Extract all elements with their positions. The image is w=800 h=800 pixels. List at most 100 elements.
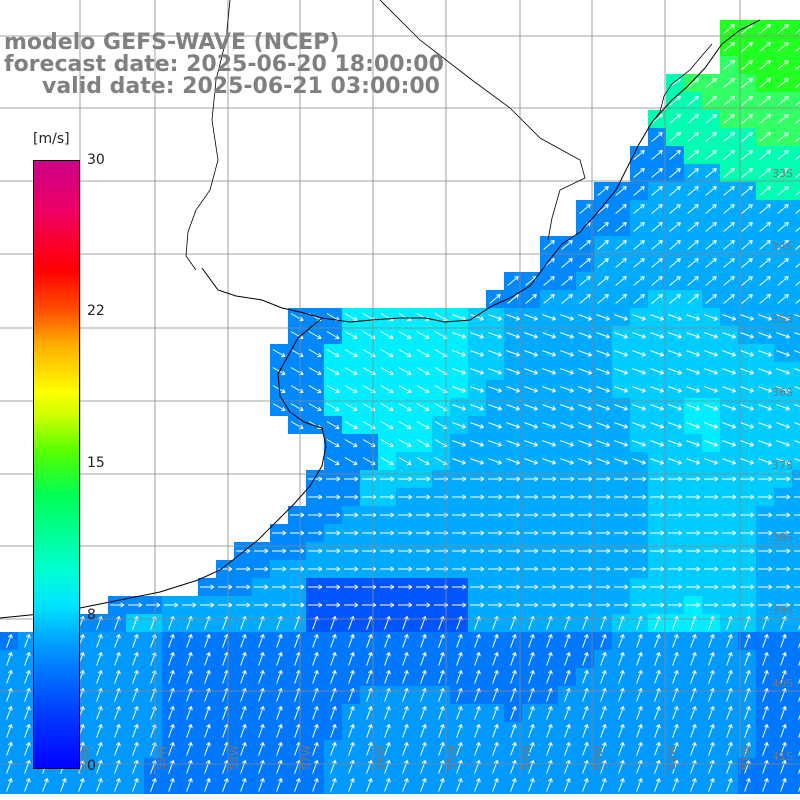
wind-arrow <box>704 332 718 339</box>
wind-arrow <box>758 422 772 429</box>
wind-arrow <box>492 706 499 720</box>
wind-cell <box>792 182 800 200</box>
wind-arrow <box>290 530 305 536</box>
wind-arrow <box>650 494 665 500</box>
wind-arrow <box>686 404 700 411</box>
wind-arrow <box>380 476 395 482</box>
wind-arrow <box>348 742 355 756</box>
wind-arrow <box>308 385 322 394</box>
wind-arrow <box>488 422 502 429</box>
wind-arrow <box>690 742 697 756</box>
wind-arrow <box>795 299 800 304</box>
wind-arrow <box>384 670 391 684</box>
wind-arrow <box>600 778 607 792</box>
wind-arrow <box>168 778 175 792</box>
wind-arrow <box>330 652 337 666</box>
wind-arrow <box>795 245 800 250</box>
wind-arrow <box>330 670 337 684</box>
wind-arrow <box>380 421 394 430</box>
wind-arrow <box>759 96 771 106</box>
wind-arrow <box>632 350 646 357</box>
colorbar-unit: [m/s] <box>33 131 70 147</box>
wind-arrow <box>795 29 800 34</box>
wind-arrow <box>578 548 593 554</box>
wind-arrow <box>722 530 737 536</box>
wind-arrow <box>597 240 609 250</box>
wind-arrow <box>542 350 556 357</box>
wind-arrow <box>326 457 340 466</box>
wind-arrow <box>705 168 717 178</box>
wind-arrow <box>794 458 800 462</box>
wind-arrow <box>686 512 701 518</box>
wind-arrow <box>96 778 103 792</box>
wind-arrow <box>776 368 790 375</box>
wind-arrow <box>24 724 31 738</box>
wind-arrow <box>6 778 13 792</box>
wind-arrow <box>114 724 121 738</box>
wind-arrow <box>128 602 143 608</box>
wind-arrow <box>524 404 538 411</box>
wind-arrow <box>6 634 13 648</box>
wind-arrow <box>704 404 718 411</box>
wind-arrow <box>762 706 769 720</box>
wind-arrow <box>488 494 503 500</box>
wind-arrow <box>632 332 646 339</box>
wind-arrow <box>633 294 645 304</box>
wind-arrow <box>596 530 611 536</box>
wind-arrow <box>633 186 645 196</box>
wind-arrow <box>308 331 322 340</box>
wind-arrow <box>794 586 800 588</box>
wind-arrow <box>794 568 800 570</box>
wind-arrow <box>777 222 789 232</box>
wind-arrow <box>723 258 735 268</box>
wind-arrow <box>416 385 430 394</box>
wind-arrow <box>669 150 681 160</box>
wind-arrow <box>632 494 647 500</box>
wind-arrow <box>618 742 625 756</box>
wind-arrow <box>204 634 211 648</box>
wind-arrow <box>708 634 715 648</box>
wind-arrow <box>780 652 787 666</box>
wind-arrow <box>506 422 520 429</box>
wind-arrow <box>470 566 485 572</box>
wind-arrow <box>650 512 665 518</box>
wind-arrow <box>741 294 753 304</box>
wind-arrow <box>452 386 466 393</box>
wind-cell <box>792 38 800 56</box>
wind-arrow <box>506 584 521 590</box>
wind-arrow <box>777 24 789 34</box>
wind-arrow <box>614 386 628 393</box>
wind-arrow <box>380 457 394 466</box>
wind-arrow <box>276 652 283 666</box>
wind-arrow <box>758 530 773 536</box>
wind-arrow <box>795 47 800 52</box>
wind-arrow <box>330 742 337 756</box>
wind-arrow <box>326 602 341 608</box>
wind-arrow <box>672 742 679 756</box>
wind-arrow <box>384 652 391 666</box>
wind-arrow <box>506 404 520 411</box>
wind-arrow <box>326 403 340 412</box>
wind-arrow <box>560 440 574 447</box>
wind-arrow <box>510 706 517 720</box>
wind-arrow <box>795 281 800 286</box>
wind-arrow <box>384 742 391 756</box>
wind-arrow <box>218 602 233 608</box>
wind-arrow <box>776 386 790 393</box>
wind-arrow <box>398 349 412 358</box>
wind-arrow <box>687 150 699 160</box>
wind-arrow <box>290 566 305 572</box>
wind-arrow <box>560 566 575 572</box>
wind-arrow <box>240 724 247 738</box>
wind-arrow <box>204 652 211 666</box>
longitude-label: 54W <box>520 745 533 770</box>
wind-arrow <box>704 512 719 518</box>
wind-cell <box>792 452 800 470</box>
wind-arrow <box>384 706 391 720</box>
wind-arrow <box>272 367 286 376</box>
wind-cell <box>792 110 800 128</box>
wind-arrow <box>578 386 592 393</box>
wind-arrow <box>614 332 628 339</box>
wind-arrow <box>686 350 700 357</box>
wind-arrow <box>312 652 319 666</box>
